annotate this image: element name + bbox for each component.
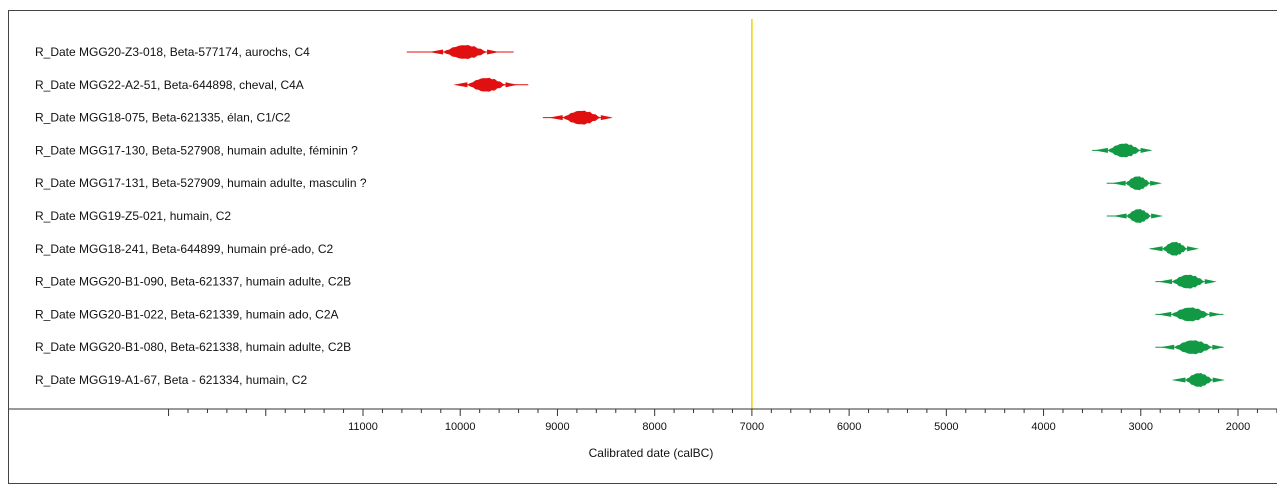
row-label: R_Date MGG20-Z3-018, Beta-577174, auroch… <box>35 45 310 59</box>
tick-label: 6000 <box>837 421 861 433</box>
distribution-tail <box>1112 213 1164 219</box>
row-label: R_Date MGG19-Z5-021, humain, C2 <box>35 209 231 223</box>
date-row: R_Date MGG19-Z5-021, humain, C2 <box>35 209 1164 223</box>
row-label: R_Date MGG18-075, Beta-621335, élan, C1/… <box>35 111 291 125</box>
probability-distribution <box>1162 241 1188 256</box>
tick-label: 9000 <box>545 421 569 433</box>
chart-frame: R_Date MGG20-Z3-018, Beta-577174, auroch… <box>8 10 1277 484</box>
row-label: R_Date MGG19-A1-67, Beta - 621334, humai… <box>35 373 307 387</box>
probability-distribution <box>1125 176 1151 191</box>
distribution-tail <box>1158 279 1217 285</box>
row-label: R_Date MGG20-B1-022, Beta-621339, humain… <box>35 307 339 321</box>
probability-distribution <box>1185 373 1213 387</box>
probability-distribution <box>562 110 601 125</box>
date-row: R_Date MGG20-B1-022, Beta-621339, humain… <box>35 307 1224 322</box>
tick-label: 4000 <box>1031 421 1055 433</box>
distribution-tail <box>1093 147 1153 153</box>
tick-label: 3000 <box>1129 421 1153 433</box>
tick-label: 7000 <box>740 421 764 433</box>
tick-label: 5000 <box>934 421 958 433</box>
probability-distribution <box>467 77 506 92</box>
probability-distribution <box>1126 209 1152 223</box>
row-label: R_Date MGG17-130, Beta-527908, humain ad… <box>35 143 358 157</box>
calibrated-dates-chart: R_Date MGG20-Z3-018, Beta-577174, auroch… <box>9 19 1277 460</box>
distribution-tail <box>1171 377 1225 383</box>
row-label: R_Date MGG18-241, Beta-644899, humain pr… <box>35 242 333 256</box>
date-row: R_Date MGG17-130, Beta-527908, humain ad… <box>35 143 1153 158</box>
tick-label: 2000 <box>1226 421 1250 433</box>
row-label: R_Date MGG20-B1-090, Beta-621337, humain… <box>35 275 351 289</box>
date-row: R_Date MGG17-131, Beta-527909, humain ad… <box>35 176 1163 191</box>
probability-distribution <box>1107 143 1141 158</box>
distribution-tail <box>1148 246 1200 252</box>
x-axis-title: Calibrated date (calBC) <box>589 446 714 460</box>
probability-distribution <box>1171 307 1210 322</box>
probability-distribution <box>1172 274 1205 289</box>
distribution-tail <box>429 49 500 55</box>
row-label: R_Date MGG20-B1-080, Beta-621338, humain… <box>35 340 351 354</box>
date-row: R_Date MGG20-Z3-018, Beta-577174, auroch… <box>35 45 514 59</box>
date-row: R_Date MGG20-B1-080, Beta-621338, humain… <box>35 340 1225 355</box>
date-row: R_Date MGG18-241, Beta-644899, humain pr… <box>35 241 1200 256</box>
date-row: R_Date MGG19-A1-67, Beta - 621334, humai… <box>35 373 1225 387</box>
probability-distribution <box>443 45 488 59</box>
row-label: R_Date MGG17-131, Beta-527909, humain ad… <box>35 176 367 190</box>
date-row: R_Date MGG22-A2-51, Beta-644898, cheval,… <box>35 77 529 92</box>
distribution-tail <box>453 82 518 88</box>
distribution-tail <box>1111 180 1163 186</box>
tick-label: 10000 <box>445 421 476 433</box>
distribution-tail <box>1160 344 1225 350</box>
date-row: R_Date MGG20-B1-090, Beta-621337, humain… <box>35 274 1217 289</box>
row-label: R_Date MGG22-A2-51, Beta-644898, cheval,… <box>35 78 304 92</box>
distribution-tail <box>1157 311 1222 317</box>
date-row: R_Date MGG18-075, Beta-621335, élan, C1/… <box>35 110 613 125</box>
distribution-tail <box>548 115 613 121</box>
tick-label: 11000 <box>348 421 378 433</box>
probability-distribution <box>1174 340 1213 355</box>
tick-label: 8000 <box>642 421 666 433</box>
